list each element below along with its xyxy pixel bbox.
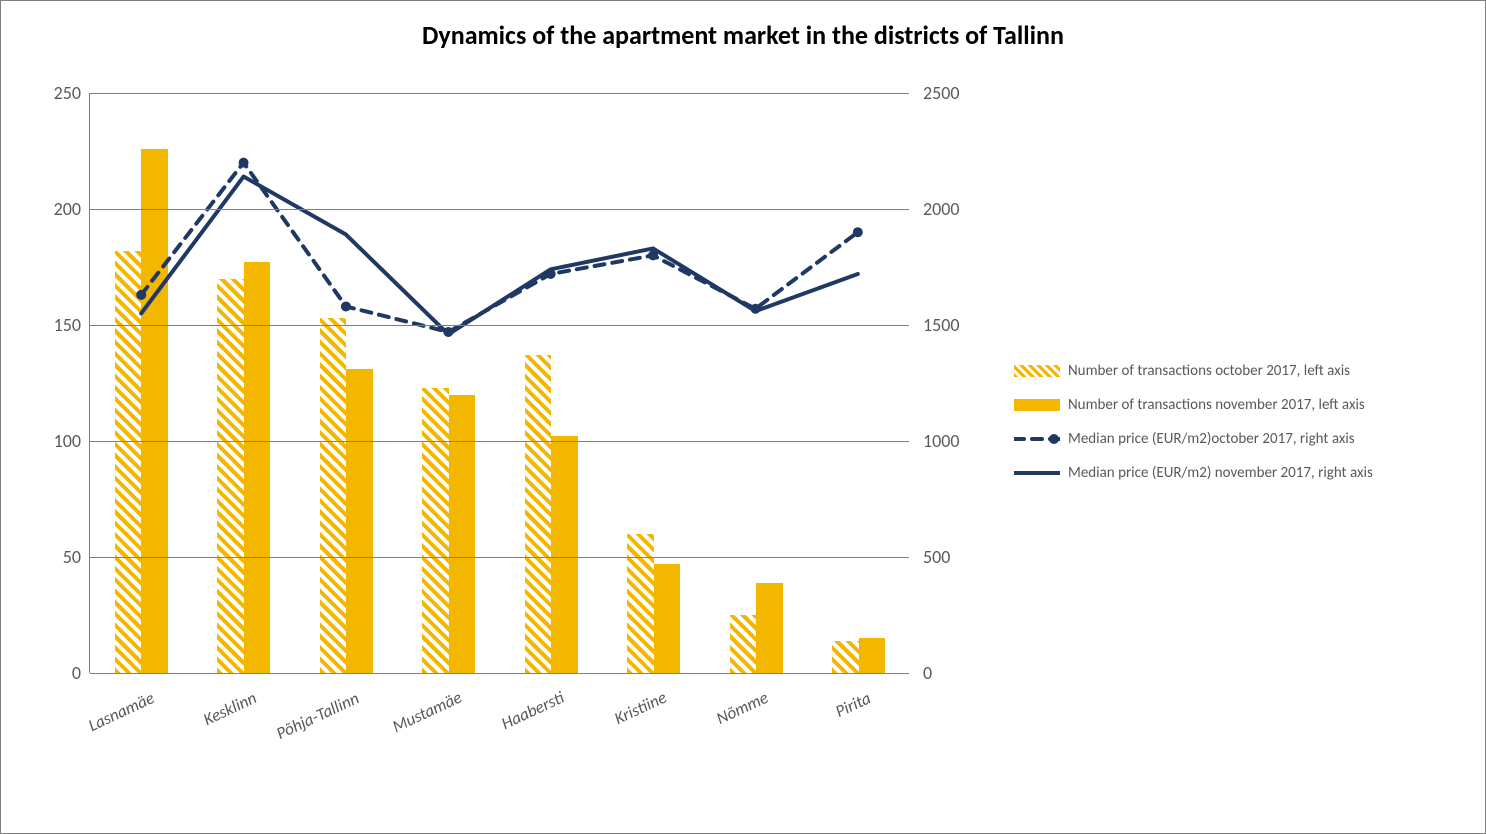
gridline	[90, 673, 909, 674]
gridline	[90, 557, 909, 558]
x-label: Pirita	[832, 687, 874, 722]
chart-title: Dynamics of the apartment market in the …	[1, 19, 1485, 51]
legend-swatch-bar	[1014, 399, 1060, 411]
gridline	[90, 209, 909, 210]
x-label: Kristiine	[611, 687, 670, 729]
legend-item: Median price (EUR/m2) november 2017, rig…	[1014, 465, 1373, 481]
y-right-tick: 500	[923, 548, 950, 566]
legend-label: Number of transactions november 2017, le…	[1068, 396, 1365, 414]
legend-label: Median price (EUR/m2) november 2017, rig…	[1068, 464, 1373, 482]
marker-oct_price	[341, 301, 351, 311]
gridline	[90, 325, 909, 326]
line-nov_price	[141, 177, 858, 335]
y-right-tick: 2000	[923, 200, 960, 218]
y-right-tick: 0	[923, 664, 932, 682]
legend-item: Number of transactions october 2017, lef…	[1014, 363, 1373, 379]
legend-swatch-line	[1014, 433, 1060, 445]
lines-layer	[90, 93, 909, 673]
y-left-tick: 250	[29, 84, 81, 102]
legend-label: Number of transactions october 2017, lef…	[1068, 362, 1350, 380]
plot-wrap: 050100150200250 05001000150020002500 Las…	[29, 93, 1459, 793]
marker-oct_price	[239, 158, 249, 168]
y-right-tick: 1500	[923, 316, 960, 334]
legend-label: Median price (EUR/m2)october 2017, right…	[1068, 430, 1355, 448]
marker-oct_price	[853, 227, 863, 237]
chart-frame: Dynamics of the apartment market in the …	[0, 0, 1486, 834]
x-label: Põhja-Tallinn	[273, 687, 362, 744]
legend: Number of transactions october 2017, lef…	[1014, 363, 1373, 499]
legend-item: Number of transactions november 2017, le…	[1014, 397, 1373, 413]
legend-swatch-bar	[1014, 365, 1060, 377]
y-right-tick: 1000	[923, 432, 960, 450]
x-label: Haabersti	[498, 687, 567, 734]
x-label: Mustamäe	[389, 687, 465, 737]
gridline	[90, 441, 909, 442]
gridline	[90, 93, 909, 94]
x-label: Lasnamäe	[85, 687, 158, 736]
legend-item: Median price (EUR/m2)october 2017, right…	[1014, 431, 1373, 447]
y-left-tick: 200	[29, 200, 81, 218]
y-left-tick: 0	[29, 664, 81, 682]
marker-oct_price	[136, 290, 146, 300]
legend-swatch-line	[1014, 467, 1060, 479]
x-label: Kesklinn	[200, 687, 260, 730]
y-left-tick: 150	[29, 316, 81, 334]
y-left-tick: 50	[29, 548, 81, 566]
x-label: Nõmme	[713, 687, 771, 729]
plot-area	[89, 93, 909, 673]
y-right-tick: 2500	[923, 84, 960, 102]
y-left-tick: 100	[29, 432, 81, 450]
